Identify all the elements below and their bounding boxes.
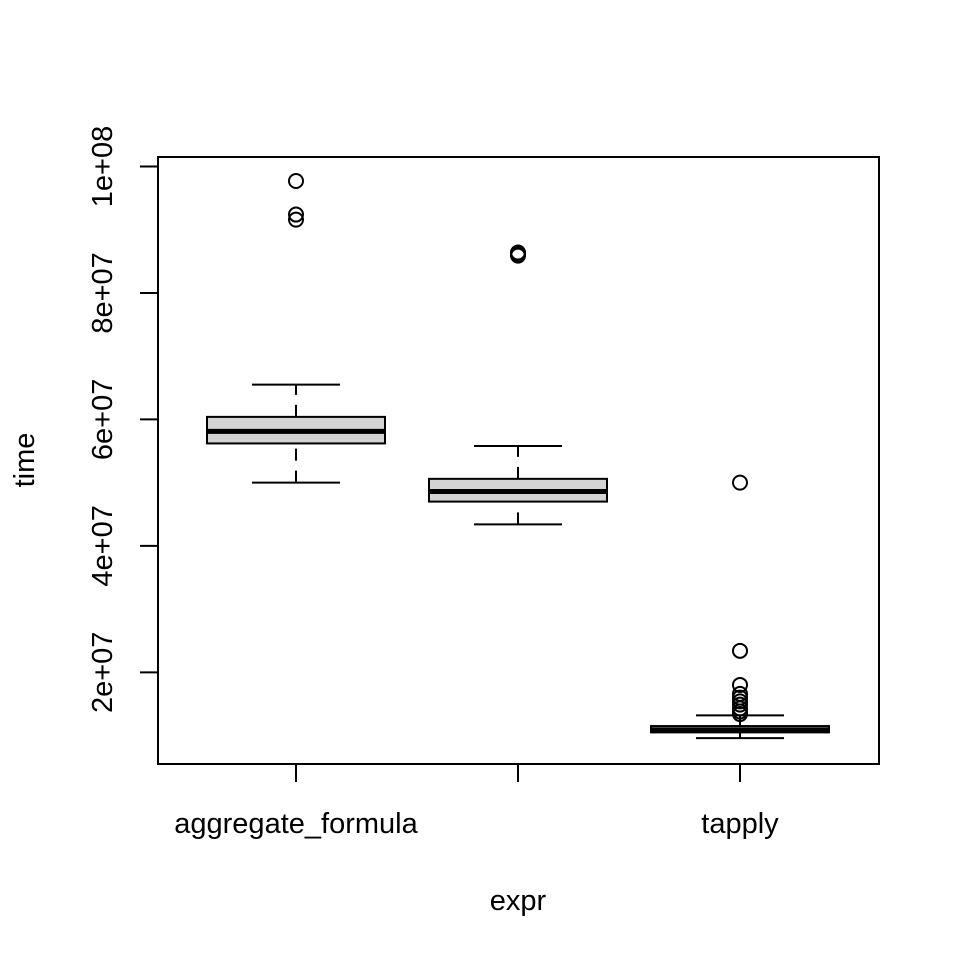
x-tick-label: aggregate_formula — [174, 808, 418, 840]
outlier-point — [288, 206, 304, 223]
outlier-point — [288, 173, 304, 190]
outlier-point — [732, 676, 748, 693]
x-axis: aggregate_formula tapply — [174, 763, 779, 840]
x-axis-label: expr — [490, 885, 547, 917]
outlier-point — [510, 247, 526, 264]
outlier-point — [732, 642, 748, 659]
box-group — [428, 244, 608, 526]
y-tick-label: 8e+07 — [87, 252, 119, 333]
y-tick-label: 1e+08 — [87, 126, 119, 207]
outlier-point — [288, 211, 304, 228]
y-tick-label: 4e+07 — [87, 505, 119, 586]
outlier-point — [732, 706, 748, 723]
x-tick-label: tapply — [701, 808, 779, 840]
y-tick-label: 6e+07 — [87, 379, 119, 460]
box-group — [650, 474, 830, 740]
box-group — [206, 173, 386, 484]
y-axis: 2e+07 4e+07 6e+07 8e+07 1e+08 — [87, 126, 159, 713]
y-tick-label: 2e+07 — [87, 632, 119, 713]
y-axis-label: time — [9, 433, 41, 488]
outlier-point — [732, 474, 748, 491]
boxes — [206, 173, 830, 740]
